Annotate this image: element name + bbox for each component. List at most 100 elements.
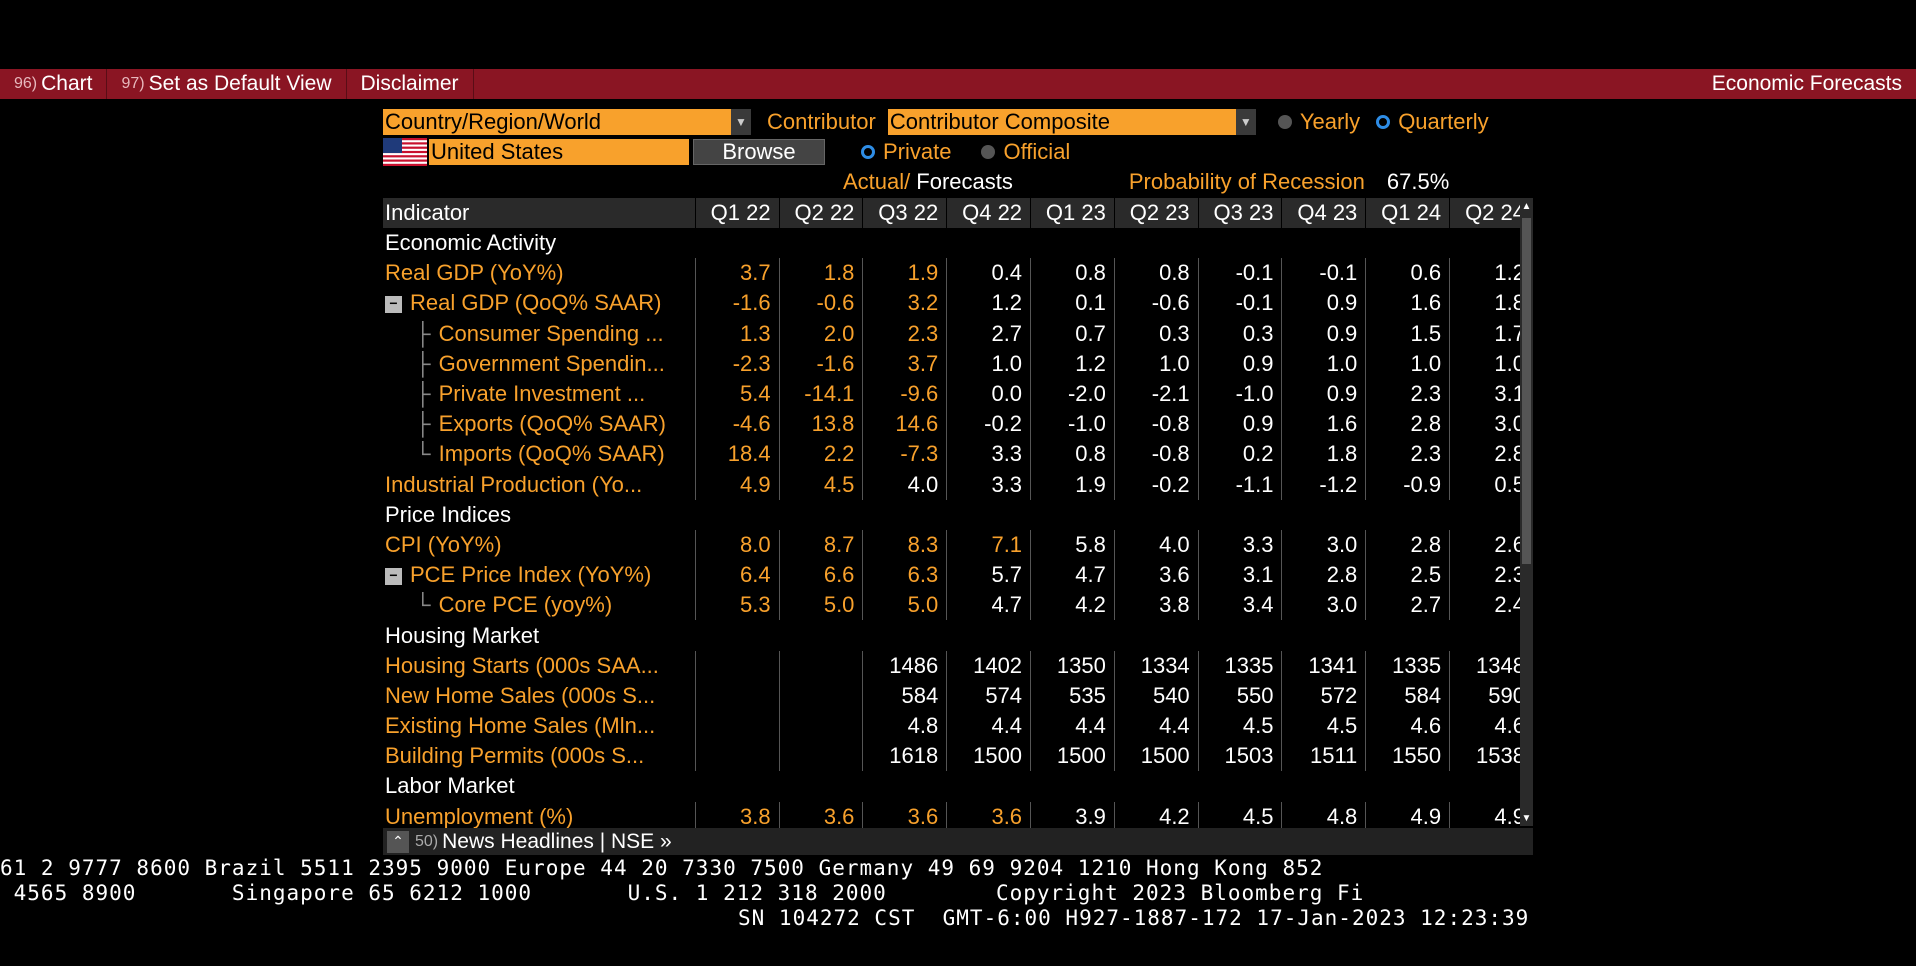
value-cell[interactable]: 5.3 [694, 590, 780, 621]
value-cell[interactable]: 2.3 [1365, 378, 1450, 410]
indicator-cell[interactable]: ├ Private Investment ... [383, 379, 695, 409]
value-cell[interactable]: 590 [1449, 680, 1533, 711]
value-cell[interactable]: 1.7 [1449, 318, 1533, 349]
set-default-view-button[interactable]: 97) Set as Default View [107, 69, 347, 99]
value-cell[interactable]: 3.1 [1449, 378, 1533, 410]
value-cell[interactable]: 3.3 [1197, 529, 1282, 561]
value-cell[interactable]: 1.9 [1030, 469, 1115, 500]
value-cell[interactable] [778, 680, 863, 711]
value-cell[interactable]: 1.0 [1113, 348, 1199, 379]
value-cell[interactable]: -0.1 [1197, 288, 1282, 319]
indicator-header[interactable]: Indicator [383, 198, 696, 228]
value-cell[interactable]: 4.4 [1030, 711, 1115, 742]
value-cell[interactable]: 8.3 [862, 529, 947, 561]
value-cell[interactable] [694, 680, 780, 711]
indicator-cell[interactable]: └ Imports (QoQ% SAAR) [383, 439, 695, 469]
value-cell[interactable] [694, 650, 780, 681]
value-cell[interactable]: 2.2 [778, 439, 863, 470]
value-cell[interactable]: -2.1 [1113, 378, 1199, 410]
value-cell[interactable]: 1550 [1365, 741, 1450, 772]
value-cell[interactable]: 3.9 [1030, 801, 1115, 832]
contributor-dropdown[interactable]: Contributor Composite ▼ [887, 109, 1256, 135]
value-cell[interactable]: -0.8 [1113, 439, 1199, 470]
yearly-radio[interactable]: Yearly [1277, 109, 1360, 135]
value-cell[interactable]: 3.6 [862, 801, 947, 832]
value-cell[interactable]: 0.3 [1197, 318, 1282, 349]
table-row[interactable]: ├ Private Investment ... 5.4 -14.1 -9.6 0.0 -2… [383, 378, 1533, 410]
value-cell[interactable]: 4.6 [1449, 711, 1533, 742]
indicator-cell[interactable]: Building Permits (000s S... [383, 741, 695, 771]
value-cell[interactable]: 18.4 [694, 439, 780, 470]
value-cell[interactable]: 5.7 [946, 560, 1031, 591]
value-cell[interactable]: 3.0 [1281, 529, 1366, 561]
table-row[interactable]: Industrial Production (Yo... 4.9 4.5 4.0 3.3… [383, 469, 1533, 500]
value-cell[interactable]: 1.2 [946, 288, 1031, 319]
value-cell[interactable]: 4.2 [1113, 801, 1199, 832]
value-cell[interactable]: 3.2 [862, 288, 947, 319]
value-cell[interactable]: 0.9 [1281, 318, 1366, 349]
value-cell[interactable]: 6.6 [778, 560, 863, 591]
value-cell[interactable]: 1348 [1449, 650, 1533, 681]
value-cell[interactable]: 1.2 [1449, 258, 1533, 289]
value-cell[interactable]: 4.9 [694, 469, 780, 500]
value-cell[interactable]: 0.9 [1197, 348, 1282, 379]
value-cell[interactable]: -1.0 [1030, 409, 1115, 440]
table-row[interactable]: − PCE Price Index (YoY%) 6.4 6.6 6.3 5.7 4.7 3.… [383, 560, 1533, 591]
scroll-down-icon[interactable]: ▼ [1521, 813, 1532, 824]
indicator-cell[interactable]: Industrial Production (Yo... [383, 470, 695, 500]
value-cell[interactable]: -7.3 [862, 439, 947, 470]
value-cell[interactable]: 5.4 [694, 378, 780, 410]
value-cell[interactable]: 1.8 [778, 258, 863, 289]
value-cell[interactable]: 0.1 [1030, 288, 1115, 319]
quarter-header[interactable]: Q4 22 [946, 198, 1031, 228]
value-cell[interactable]: -0.9 [1365, 469, 1450, 500]
table-row[interactable]: Housing Starts (000s SAA... 1486 1402 1350 1… [383, 650, 1533, 681]
value-cell[interactable]: 0.9 [1281, 288, 1366, 319]
value-cell[interactable]: 4.7 [946, 590, 1031, 621]
value-cell[interactable]: 2.6 [1449, 529, 1533, 561]
quarter-header[interactable]: Q3 22 [862, 198, 947, 228]
indicator-cell[interactable]: ├ Government Spendin... [383, 349, 695, 379]
value-cell[interactable]: 1334 [1113, 650, 1199, 681]
value-cell[interactable]: 3.7 [862, 348, 947, 379]
value-cell[interactable]: 3.0 [1449, 409, 1533, 440]
value-cell[interactable]: 0.5 [1449, 469, 1533, 500]
value-cell[interactable]: 3.3 [946, 469, 1031, 500]
value-cell[interactable]: -1.0 [1197, 378, 1282, 410]
value-cell[interactable]: 1.0 [1281, 348, 1366, 379]
table-row[interactable]: ├ Exports (QoQ% SAAR) -4.6 13.8 14.6 -0.2 -1.0… [383, 409, 1533, 440]
value-cell[interactable]: 3.3 [946, 439, 1031, 470]
value-cell[interactable]: 1350 [1030, 650, 1115, 681]
value-cell[interactable]: 0.8 [1030, 258, 1115, 289]
value-cell[interactable]: 1335 [1365, 650, 1450, 681]
value-cell[interactable]: 14.6 [862, 409, 947, 440]
table-row[interactable]: ├ Government Spendin... -2.3 -1.6 3.7 1.0 1.2 1… [383, 348, 1533, 379]
value-cell[interactable]: -2.0 [1030, 378, 1115, 410]
value-cell[interactable]: -1.1 [1197, 469, 1282, 500]
value-cell[interactable]: 4.7 [1030, 560, 1115, 591]
value-cell[interactable]: 4.5 [1281, 711, 1366, 742]
value-cell[interactable]: 0.4 [946, 258, 1031, 289]
value-cell[interactable]: 2.8 [1365, 409, 1450, 440]
value-cell[interactable]: -14.1 [778, 378, 863, 410]
indicator-cell[interactable]: Existing Home Sales (Mln... [383, 711, 695, 741]
value-cell[interactable]: 0.0 [946, 378, 1031, 410]
value-cell[interactable]: -0.6 [1113, 288, 1199, 319]
value-cell[interactable]: 2.8 [1449, 439, 1533, 470]
value-cell[interactable]: 1335 [1197, 650, 1282, 681]
value-cell[interactable]: 1486 [862, 650, 947, 681]
value-cell[interactable]: 13.8 [778, 409, 863, 440]
value-cell[interactable]: 0.8 [1030, 439, 1115, 470]
table-row[interactable]: Building Permits (000s S... 1618 1500 1500 1… [383, 741, 1533, 772]
official-radio[interactable]: Official [981, 139, 1070, 165]
private-radio[interactable]: Private [861, 139, 951, 165]
table-row[interactable]: Real GDP (YoY%) 3.7 1.8 1.9 0.4 0.8 0.8 -0.1 -0.… [383, 258, 1533, 289]
value-cell[interactable]: 0.2 [1197, 439, 1282, 470]
value-cell[interactable]: 0.8 [1113, 258, 1199, 289]
section-row[interactable]: Economic Activity [383, 228, 1533, 258]
value-cell[interactable]: -9.6 [862, 378, 947, 410]
value-cell[interactable]: 2.4 [1449, 590, 1533, 621]
value-cell[interactable]: 550 [1197, 680, 1282, 711]
indicator-cell[interactable]: CPI (YoY%) [383, 530, 695, 560]
table-row[interactable]: Existing Home Sales (Mln... 4.8 4.4 4.4 4.4 4… [383, 711, 1533, 742]
